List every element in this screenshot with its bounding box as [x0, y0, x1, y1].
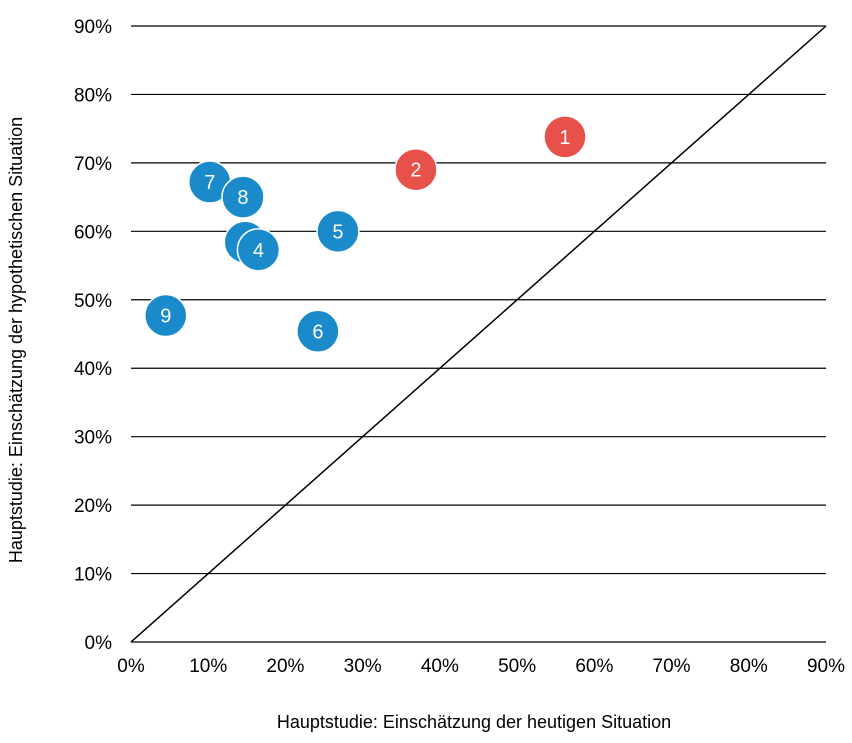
data-point-4: 4 — [236, 228, 281, 272]
data-point-8: 8 — [221, 175, 265, 219]
data-point-9: 9 — [144, 293, 188, 338]
data-point-5: 5 — [316, 209, 360, 254]
point-label: 5 — [332, 221, 343, 243]
y-tick-label: 90% — [74, 17, 112, 38]
x-tick-label: 60% — [575, 656, 613, 677]
data-points: 123456789 — [144, 115, 587, 354]
x-tick-label: 10% — [189, 656, 227, 677]
data-point-6: 6 — [296, 309, 340, 354]
point-marker — [543, 115, 587, 159]
y-tick-label: 50% — [74, 291, 112, 312]
point-label: 8 — [237, 187, 248, 209]
x-tick-label: 30% — [344, 656, 382, 677]
y-tick-label: 80% — [74, 85, 112, 106]
data-point-1: 1 — [543, 115, 587, 159]
x-tick-label: 50% — [498, 656, 536, 677]
point-marker — [236, 228, 281, 272]
y-tick-label: 0% — [85, 633, 113, 654]
data-point-2: 2 — [394, 147, 438, 192]
x-tick-label: 0% — [117, 656, 145, 677]
diagonal-reference-line — [130, 25, 827, 643]
point-label: 7 — [204, 172, 215, 194]
y-tick-label: 60% — [74, 222, 112, 243]
point-marker — [144, 293, 188, 338]
point-label: 1 — [559, 127, 570, 149]
y-axis-ticks: 0% 10% 20% 30% 40% 50% 60% 70% 80% 90% — [74, 17, 112, 654]
x-axis-ticks: 0% 10% 20% 30% 40% 50% 60% 70% 80% 90% — [117, 656, 845, 677]
point-label: 2 — [410, 160, 421, 182]
y-tick-label: 30% — [74, 428, 112, 449]
y-tick-label: 20% — [74, 496, 112, 517]
point-label: 9 — [160, 306, 171, 328]
x-tick-label: 20% — [266, 656, 304, 677]
x-tick-label: 80% — [730, 656, 768, 677]
point-label: 6 — [312, 321, 323, 343]
point-marker — [296, 309, 340, 354]
y-axis-title: Hauptstudie: Einschätzung der hypothetis… — [6, 117, 26, 563]
y-tick-label: 10% — [74, 565, 112, 586]
x-tick-label: 70% — [653, 656, 691, 677]
point-marker — [316, 209, 360, 254]
x-axis-title: Hauptstudie: Einschätzung der heutigen S… — [277, 712, 671, 732]
point-label: 4 — [253, 240, 264, 262]
y-tick-label: 40% — [74, 359, 112, 380]
x-tick-label: 40% — [421, 656, 459, 677]
x-tick-label: 90% — [807, 656, 845, 677]
point-marker — [221, 175, 265, 219]
point-marker — [394, 147, 438, 192]
y-tick-label: 70% — [74, 154, 112, 175]
